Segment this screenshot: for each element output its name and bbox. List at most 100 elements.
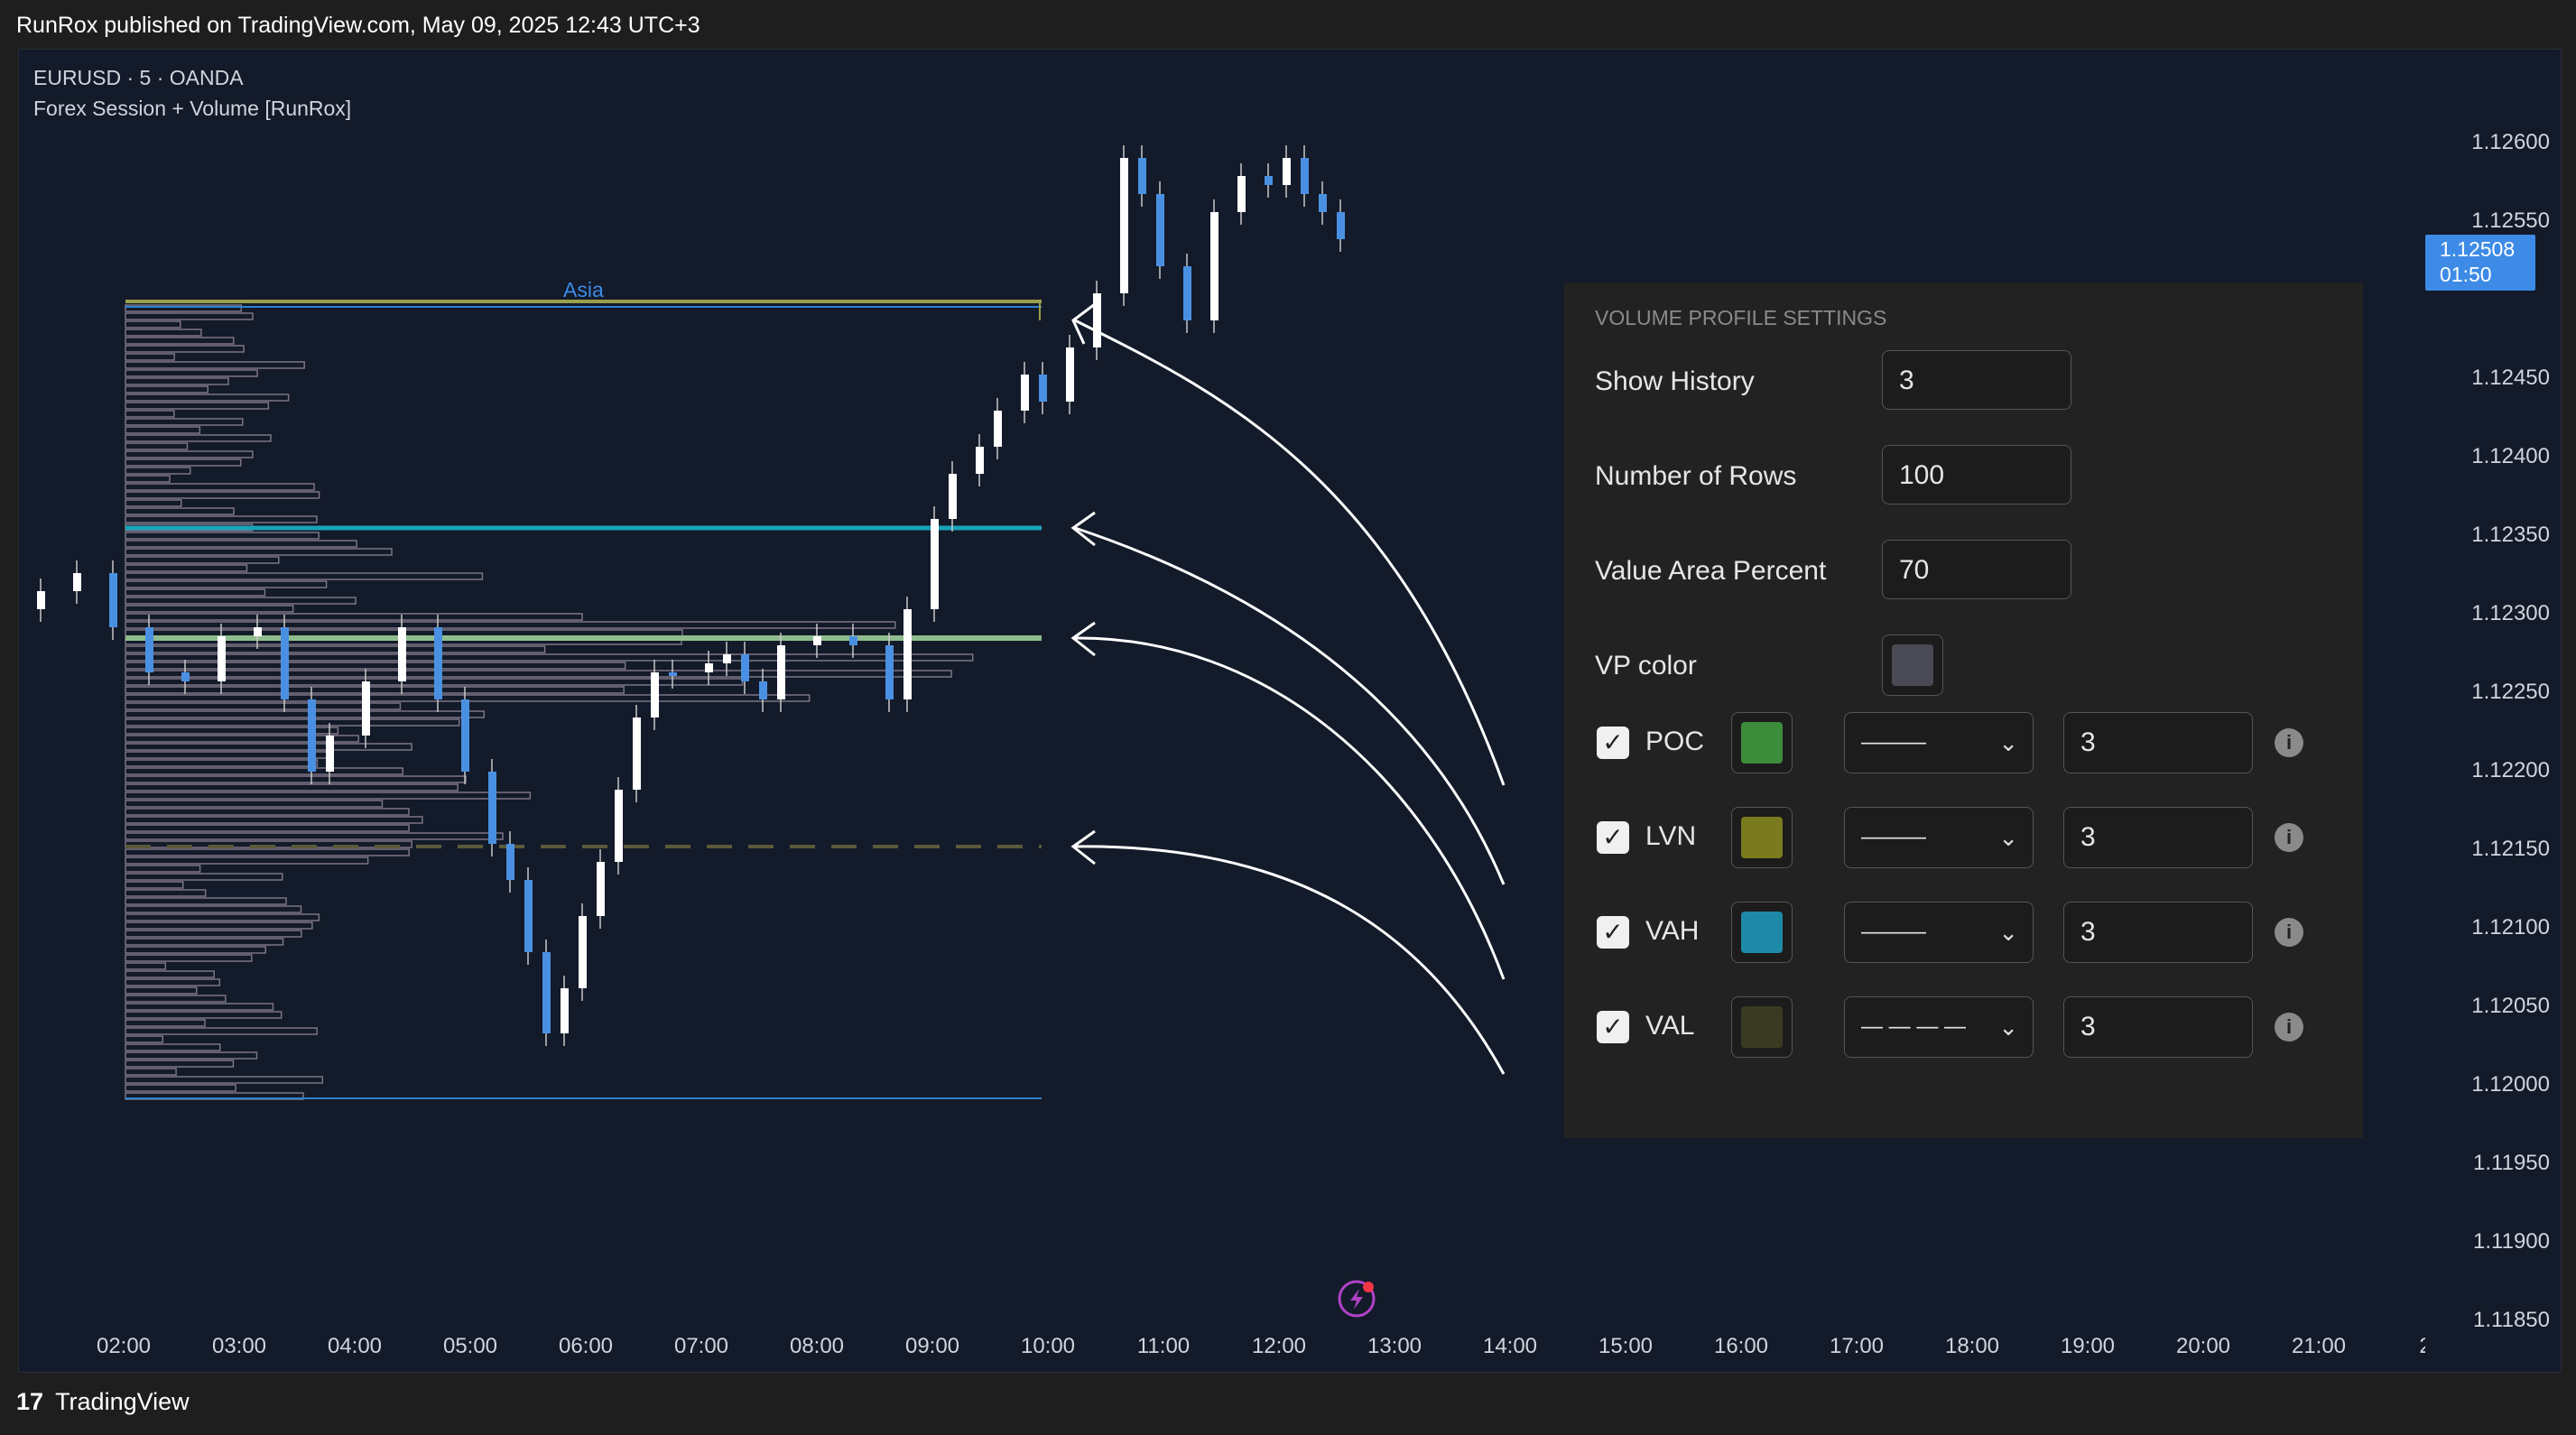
profile-bar xyxy=(125,507,235,515)
time-tick: 18:00 xyxy=(1944,1334,2000,1358)
price-tick: 1.12150 xyxy=(2471,837,2550,861)
profile-bar xyxy=(125,304,243,312)
time-tick: 16:00 xyxy=(1713,1334,1769,1358)
indicator-label[interactable]: Forex Session + Volume [RunRox] xyxy=(33,97,352,120)
time-tick: 15:00 xyxy=(1598,1334,1654,1358)
profile-bar xyxy=(125,329,202,337)
lvn-color-swatch[interactable] xyxy=(1731,807,1793,868)
candle-body xyxy=(903,609,912,699)
profile-bar xyxy=(125,783,459,792)
price-tick: 1.12300 xyxy=(2471,601,2550,625)
vah-line-style-select[interactable]: ——— ⌄ xyxy=(1844,902,2034,963)
candle-body xyxy=(597,862,605,916)
vah-checkbox[interactable]: ✓ xyxy=(1597,916,1629,949)
info-icon[interactable]: i xyxy=(2275,728,2303,757)
price-tick: 1.12000 xyxy=(2471,1072,2550,1097)
price-scale[interactable]: 1.12600 1.12550 1.12450 1.12400 1.12350 1.123… xyxy=(2425,50,2561,1372)
profile-bar xyxy=(125,767,403,775)
show-history-input[interactable]: 3 xyxy=(1882,350,2071,410)
profile-bar xyxy=(125,816,423,824)
info-icon[interactable]: i xyxy=(2275,918,2303,947)
vp-color-swatch[interactable] xyxy=(1882,634,1943,696)
candle-body xyxy=(1283,158,1291,185)
value-area-percent-label: Value Area Percent xyxy=(1595,556,1827,586)
profile-bar xyxy=(125,564,248,572)
candle-body xyxy=(651,672,659,718)
val-color-fill xyxy=(1741,1006,1783,1048)
chart-pane[interactable]: EURUSD · 5 · OANDA Forex Session + Volum… xyxy=(18,49,2562,1373)
val-color-swatch[interactable] xyxy=(1731,996,1793,1058)
val-line-style-select[interactable]: — — — — ⌄ xyxy=(1844,996,2034,1058)
candle-body xyxy=(1021,375,1029,411)
lvn-line-style-select[interactable]: ——— ⌄ xyxy=(1844,807,2034,868)
profile-bar xyxy=(125,970,216,978)
profile-bar xyxy=(125,881,184,889)
time-tick: 20:00 xyxy=(2175,1334,2231,1358)
footer-brand[interactable]: 17 TradingView xyxy=(16,1388,190,1416)
number-of-rows-input[interactable]: 100 xyxy=(1882,445,2071,505)
lvn-line-style-value: ——— xyxy=(1861,825,1926,849)
candle-body xyxy=(181,672,190,681)
vah-color-swatch[interactable] xyxy=(1731,902,1793,963)
profile-bar xyxy=(125,978,221,986)
profile-bar xyxy=(125,824,410,832)
profile-bar xyxy=(125,645,546,653)
profile-bar xyxy=(125,597,357,605)
time-tick: 11:00 xyxy=(1136,1334,1191,1358)
candle-body xyxy=(281,627,289,699)
candle-body xyxy=(488,772,496,844)
val-width-input[interactable]: 3 xyxy=(2063,996,2253,1058)
profile-bar xyxy=(125,353,175,361)
chart-legend: EURUSD · 5 · OANDA Forex Session + Volum… xyxy=(33,62,351,124)
arrow-poc xyxy=(1074,319,1506,786)
price-tick: 1.11900 xyxy=(2473,1229,2550,1254)
check-icon: ✓ xyxy=(1602,728,1624,756)
candle-body xyxy=(326,736,334,772)
poc-line-style-value: ——— xyxy=(1861,730,1926,755)
profile-bar xyxy=(125,442,189,450)
lvn-label: LVN xyxy=(1645,821,1697,851)
candle-body xyxy=(1210,212,1219,320)
info-icon[interactable]: i xyxy=(2275,1013,2303,1042)
candle-body xyxy=(1138,158,1146,194)
poc-color-swatch[interactable] xyxy=(1731,712,1793,773)
info-icon[interactable]: i xyxy=(2275,823,2303,852)
profile-bar xyxy=(125,686,625,694)
candle-body xyxy=(723,654,731,663)
price-tick: 1.12200 xyxy=(2471,758,2550,782)
candle-body xyxy=(1319,194,1327,212)
profile-bar xyxy=(125,458,242,467)
check-icon: ✓ xyxy=(1602,918,1624,946)
profile-bar xyxy=(125,393,290,402)
candle-body xyxy=(1120,158,1128,293)
profile-bar xyxy=(125,385,208,393)
price-chart-canvas[interactable]: Asia xyxy=(19,50,2425,1372)
price-tick: 1.12350 xyxy=(2471,523,2550,547)
vah-width-input[interactable]: 3 xyxy=(2063,902,2253,963)
value-area-percent-input[interactable]: 70 xyxy=(1882,540,2071,599)
vah-color-fill xyxy=(1741,912,1783,953)
profile-bar xyxy=(125,1084,236,1092)
poc-line-style-select[interactable]: ——— ⌄ xyxy=(1844,712,2034,773)
profile-bar xyxy=(125,808,410,816)
footer-brand-name: TradingView xyxy=(55,1388,190,1415)
poc-width-input[interactable]: 3 xyxy=(2063,712,2253,773)
lvn-checkbox[interactable]: ✓ xyxy=(1597,821,1629,854)
val-checkbox[interactable]: ✓ xyxy=(1597,1011,1629,1043)
profile-bar xyxy=(125,743,412,751)
lvn-width-input[interactable]: 3 xyxy=(2063,807,2253,868)
vah-label: VAH xyxy=(1645,916,1700,946)
profile-bar xyxy=(125,572,484,580)
candle-body xyxy=(777,645,785,699)
profile-bar xyxy=(125,345,245,353)
profile-bar xyxy=(125,930,302,938)
profile-bar xyxy=(125,751,329,759)
profile-bar xyxy=(125,540,357,548)
profile-bar xyxy=(125,532,320,540)
profile-bar xyxy=(125,735,359,743)
profile-bar xyxy=(125,865,201,873)
price-tick: 1.11850 xyxy=(2473,1308,2550,1332)
profile-bar xyxy=(125,1068,177,1076)
poc-checkbox[interactable]: ✓ xyxy=(1597,727,1629,759)
profile-bar xyxy=(125,662,626,670)
